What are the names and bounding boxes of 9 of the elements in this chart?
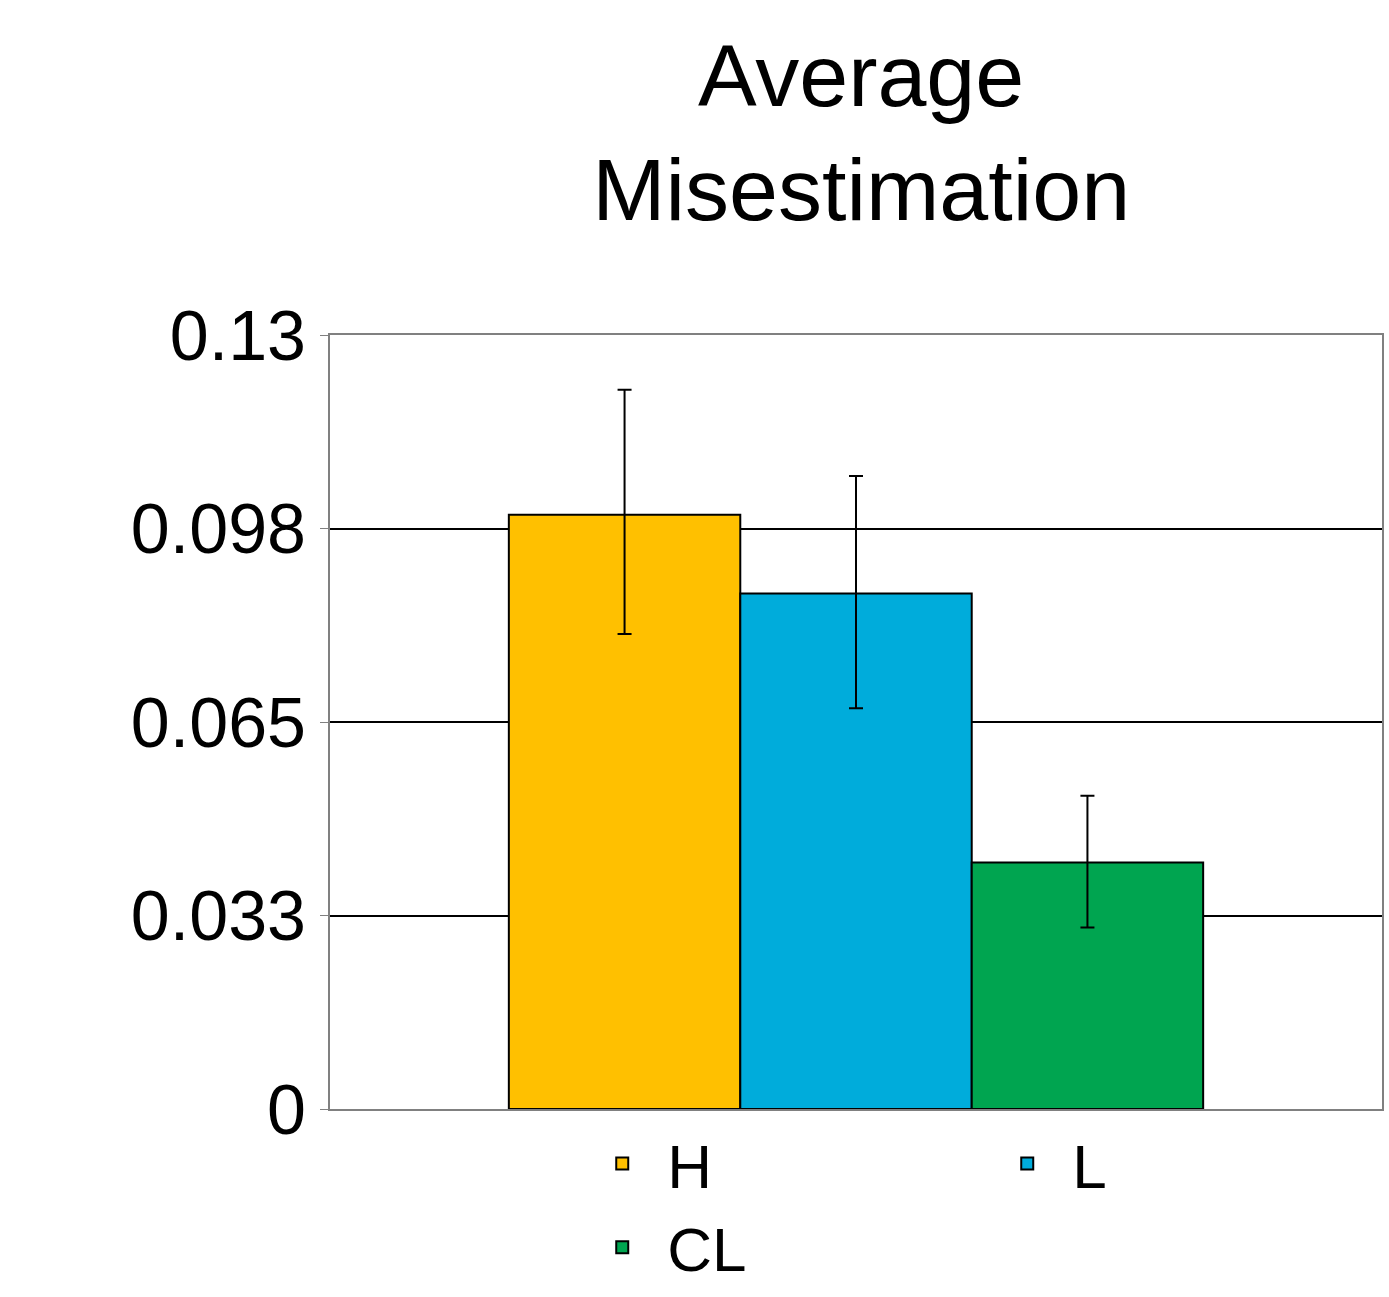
- y-tick-label: 0.13: [169, 296, 306, 375]
- legend-label: CL: [667, 1215, 747, 1285]
- y-tick-label: 0.065: [130, 683, 306, 762]
- y-tick-label: 0: [267, 1070, 306, 1149]
- legend-label: L: [1072, 1131, 1107, 1201]
- y-tick-label: 0.033: [130, 877, 306, 955]
- legend-label: H: [667, 1131, 713, 1201]
- chart-title: Average Misestimation: [592, 25, 1131, 239]
- y-tick-label: 0.098: [130, 490, 306, 568]
